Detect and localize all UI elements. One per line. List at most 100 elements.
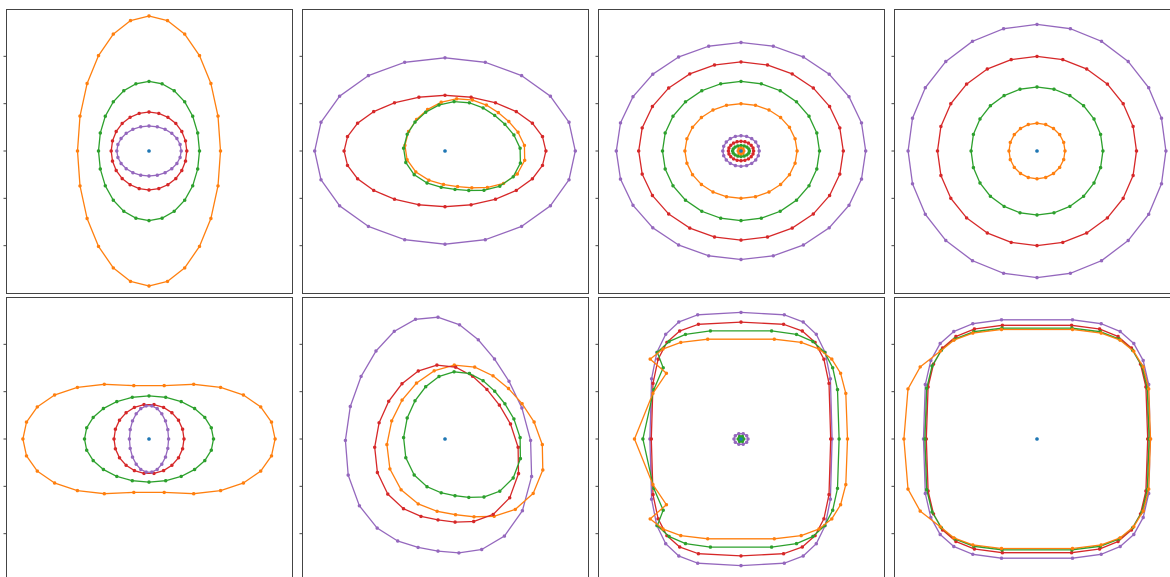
contour-point — [751, 146, 755, 150]
contour-point — [1061, 57, 1065, 62]
contour-point — [971, 331, 975, 335]
contour-point — [739, 238, 743, 242]
contour-point — [817, 347, 821, 351]
contour-point — [678, 545, 682, 549]
contour-point — [1018, 126, 1023, 131]
contour-point — [473, 365, 477, 369]
contour-point — [78, 114, 82, 118]
contour-point — [759, 216, 763, 220]
contour-point — [313, 149, 317, 153]
contour-point — [769, 545, 774, 549]
contour-point — [971, 322, 975, 326]
contour-point — [183, 32, 187, 36]
contour-point — [781, 322, 786, 326]
contour-point — [1018, 87, 1022, 91]
contour-point — [744, 163, 749, 168]
contour-point — [749, 143, 753, 147]
contour-purple-3 — [127, 404, 171, 474]
contour-point — [679, 533, 683, 538]
contour-point — [386, 492, 390, 496]
contour-point — [970, 39, 975, 43]
contour-point — [765, 63, 770, 67]
contour-point — [759, 82, 763, 86]
contour-point — [492, 357, 497, 361]
contour-point — [128, 279, 133, 284]
contour-point — [751, 149, 756, 153]
contour-point — [746, 437, 750, 441]
contour-point — [745, 440, 749, 444]
contour-red-2 — [373, 363, 521, 524]
contour-point — [733, 134, 738, 139]
contour-point — [147, 480, 151, 484]
contour-point — [518, 435, 522, 440]
contour-point — [1035, 243, 1039, 248]
panel-frame — [598, 9, 885, 294]
contour-point — [1008, 140, 1012, 145]
contour-point — [817, 149, 822, 153]
contour-point — [1121, 102, 1125, 106]
contour-point — [182, 437, 186, 441]
contour-point — [745, 434, 749, 438]
contour-point — [163, 127, 167, 131]
panel-row-1-col-2 — [299, 9, 589, 294]
contour-point — [683, 198, 688, 202]
contour-point — [696, 322, 701, 326]
contour-point — [790, 72, 794, 76]
contour-point — [493, 197, 498, 201]
contour-point — [1035, 275, 1039, 280]
contour-point — [939, 124, 943, 129]
contour-point — [174, 121, 178, 126]
contour-orange-2 — [403, 97, 527, 190]
contour-point — [756, 144, 760, 148]
contour-point — [425, 485, 429, 489]
contour-point — [822, 357, 826, 361]
contour-point — [52, 481, 57, 485]
contour-orange-3 — [1007, 121, 1067, 181]
contour-point — [427, 178, 431, 182]
contour-point — [518, 161, 523, 165]
contour-point — [467, 371, 472, 376]
contour-point — [925, 488, 929, 492]
contour-point — [150, 404, 154, 408]
contour-point — [147, 174, 151, 178]
contour-point — [711, 190, 715, 194]
contour-point — [677, 320, 681, 324]
contour-red-1 — [637, 60, 845, 242]
contour-point — [512, 417, 516, 421]
contour-point — [175, 161, 179, 166]
contour-point — [377, 421, 381, 425]
contour-point — [782, 313, 786, 317]
contour-point — [1035, 85, 1039, 89]
contour-point — [180, 168, 184, 173]
contour-red-1 — [342, 93, 548, 209]
contour-point — [174, 176, 178, 181]
contour-point — [516, 130, 520, 134]
contour-point — [971, 552, 975, 556]
contour-point — [443, 242, 447, 246]
contour-point — [1118, 544, 1122, 549]
contour-point — [209, 81, 213, 86]
contour-point — [416, 545, 420, 550]
contour-point — [130, 395, 134, 399]
contour-point — [102, 382, 107, 386]
contour-point — [1147, 86, 1151, 90]
contour-point — [157, 111, 161, 116]
contour-point — [439, 185, 443, 189]
contour-point — [641, 437, 645, 441]
contour-point — [180, 129, 184, 134]
contour-point — [844, 482, 848, 487]
contour-point — [794, 100, 799, 104]
contour-point — [678, 329, 682, 333]
contour-point — [139, 406, 143, 411]
contour-point — [416, 369, 420, 373]
contour-point — [985, 231, 989, 235]
contour-point — [457, 551, 461, 555]
contour-point — [417, 95, 421, 99]
contour-point — [829, 437, 833, 441]
contour-point — [736, 144, 740, 148]
contour-point — [1070, 327, 1075, 332]
contour-point — [944, 238, 948, 243]
contour-point — [699, 182, 704, 187]
contour-point — [403, 238, 407, 242]
contour-point — [949, 196, 953, 200]
